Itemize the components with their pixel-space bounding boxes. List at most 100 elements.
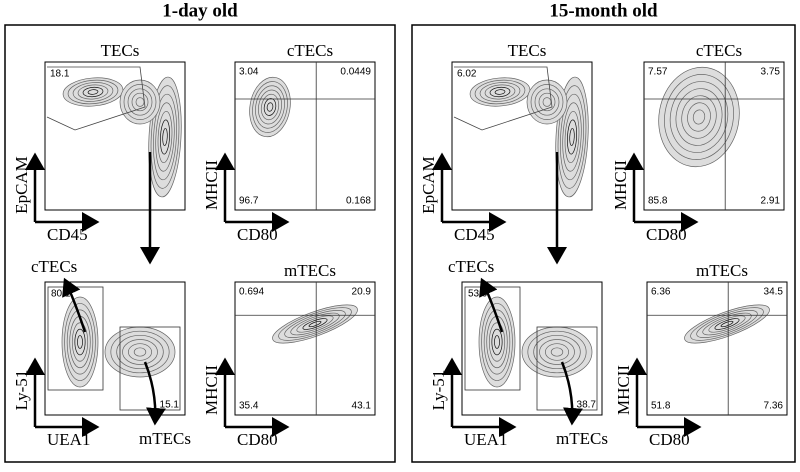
quadrant-value: 2.91	[761, 196, 781, 207]
contour	[104, 326, 176, 378]
y-axis-label: EpCAM	[12, 156, 31, 214]
y-axis-label: MHCII	[614, 365, 633, 415]
contour	[569, 128, 575, 146]
y-axis-label: MHCII	[202, 365, 221, 415]
quadrant-value: 85.8	[648, 196, 668, 207]
contour	[66, 309, 94, 375]
contour	[491, 328, 503, 356]
x-axis-label: UEA1	[464, 430, 507, 449]
y-axis-label: MHCII	[611, 160, 630, 210]
contour	[77, 84, 109, 100]
contour	[557, 85, 587, 189]
contour	[479, 82, 521, 102]
gate-arrow	[560, 361, 583, 426]
contour	[484, 84, 516, 100]
contour	[263, 98, 277, 116]
contour	[489, 86, 511, 98]
contour	[72, 82, 114, 102]
gate	[46, 66, 146, 131]
gate-label: TECs	[508, 41, 547, 60]
contour	[566, 119, 578, 155]
y-axis-label: MHCII	[202, 160, 221, 210]
plot-title: mTECs	[696, 261, 748, 280]
contour	[675, 88, 723, 146]
gate-arrow	[143, 361, 166, 426]
x-axis-label: CD80	[649, 430, 690, 449]
contour	[159, 119, 171, 155]
contour	[272, 304, 358, 344]
contour	[119, 79, 161, 125]
x-axis-label: CD80	[237, 430, 278, 449]
gate-label: mTECs	[556, 429, 608, 448]
x-axis-label: CD45	[47, 225, 88, 244]
quadrant-value: 7.57	[648, 67, 668, 78]
contour	[708, 315, 746, 333]
x-axis-label: CD45	[454, 225, 495, 244]
contour	[87, 89, 99, 95]
panel-border	[411, 24, 796, 463]
plot-frame	[234, 61, 376, 211]
contour	[153, 93, 177, 181]
quadrant-value: 96.7	[239, 196, 259, 207]
contour	[562, 102, 582, 172]
quadrant-value: 0.694	[239, 287, 264, 298]
contour	[544, 343, 570, 361]
quadrant-value: 0.168	[346, 196, 371, 207]
panel-title: 1-day old	[162, 0, 238, 21]
contour	[127, 88, 153, 116]
contour	[720, 320, 734, 328]
quadrant-value: 3.75	[761, 67, 781, 78]
quadrant-value: 6.36	[651, 287, 671, 298]
contour	[526, 79, 568, 125]
quadrant-value: 35.4	[239, 401, 259, 412]
contour	[534, 88, 560, 116]
gate-value: 38.7	[577, 400, 597, 411]
y-axis-label: EpCAM	[419, 156, 438, 214]
gate-label: cTECs	[31, 257, 77, 276]
gate-arrow	[62, 277, 87, 333]
y-axis-label: Ly-51	[429, 370, 448, 411]
gate-value: 6.02	[457, 69, 477, 80]
y-axis-label: Ly-51	[12, 370, 31, 411]
gate-value: 18.1	[50, 69, 70, 80]
gate-arrow	[479, 277, 504, 333]
quadrant-value: 20.9	[352, 287, 372, 298]
quadrant-value: 43.1	[352, 401, 372, 412]
plot-frame	[234, 281, 376, 416]
contour	[82, 86, 104, 98]
contour	[550, 347, 564, 357]
contour	[474, 79, 526, 105]
x-axis-label: CD80	[237, 225, 278, 244]
contour	[155, 102, 175, 172]
contour	[266, 102, 274, 112]
contour	[684, 304, 770, 344]
contour	[538, 92, 556, 112]
quadrant-value: 34.5	[764, 287, 784, 298]
contour	[494, 89, 506, 95]
contour	[133, 347, 147, 357]
contour	[533, 334, 581, 370]
contour	[483, 309, 511, 375]
contour	[669, 81, 729, 153]
contour	[696, 310, 758, 338]
contour	[308, 320, 322, 328]
contour	[692, 109, 706, 125]
gate-value: 53.9	[468, 289, 488, 300]
gate-value: 80.1	[51, 289, 71, 300]
contour	[494, 335, 500, 349]
contour	[284, 310, 346, 338]
gate-label: mTECs	[139, 429, 191, 448]
panel-border	[4, 24, 396, 463]
plot-title: cTECs	[696, 41, 742, 60]
contour	[521, 326, 593, 378]
contour	[150, 85, 180, 189]
contour	[249, 76, 291, 138]
quadrant-value: 3.04	[239, 67, 259, 78]
contour	[162, 128, 168, 146]
contour	[258, 89, 282, 125]
contour	[681, 95, 717, 139]
gate-label: TECs	[101, 41, 140, 60]
contour	[527, 330, 587, 374]
contour	[564, 110, 580, 164]
